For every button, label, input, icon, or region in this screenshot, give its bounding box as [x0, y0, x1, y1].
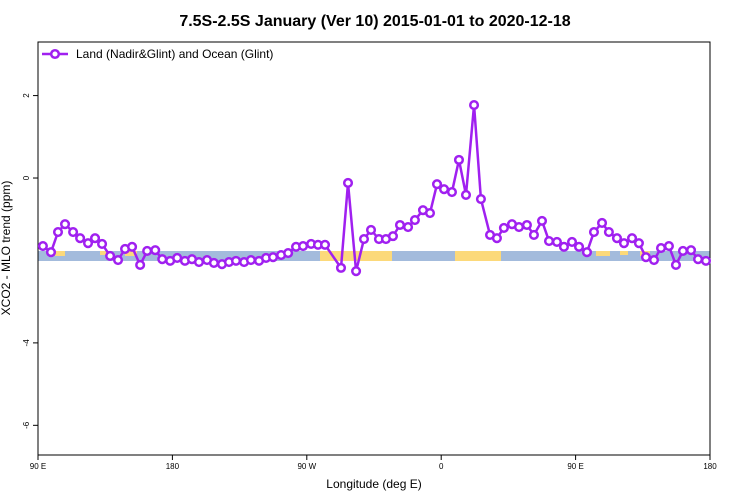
land-band: [596, 251, 610, 256]
land-band: [55, 251, 65, 256]
data-point: [431, 179, 443, 190]
data-point: [521, 219, 532, 231]
land-band: [455, 251, 501, 261]
data-point: [573, 241, 585, 252]
data-point: [75, 233, 86, 244]
data-point: [670, 259, 682, 271]
data-point: [558, 241, 570, 252]
land-band: [620, 251, 628, 255]
x-tick-label: 90 E: [30, 462, 46, 471]
legend-marker: [49, 48, 61, 60]
data-point: [611, 233, 623, 244]
data-point: [685, 245, 697, 256]
data-point: [402, 222, 414, 233]
data-point: [603, 226, 614, 238]
data-point: [112, 254, 124, 266]
series-line: [42, 104, 707, 272]
y-tick-label: -6: [22, 421, 31, 429]
data-point: [387, 231, 399, 242]
data-point: [543, 236, 555, 247]
data-point: [351, 266, 362, 277]
data-point: [438, 184, 450, 195]
data-point: [491, 233, 502, 244]
data-point: [342, 177, 354, 189]
data-point: [618, 238, 630, 249]
data-point: [460, 189, 472, 200]
data-point: [588, 226, 600, 238]
x-axis-label: Longitude (deg E): [326, 477, 421, 491]
land-band: [320, 251, 392, 261]
data-point: [135, 259, 146, 271]
data-point: [633, 238, 644, 249]
data-point: [663, 240, 674, 252]
data-point: [193, 257, 205, 268]
data-point: [157, 254, 168, 265]
data-point: [97, 238, 108, 250]
data-point: [335, 262, 347, 273]
data-point: [498, 222, 509, 233]
data-point: [298, 240, 309, 252]
x-tick-label: 180: [703, 462, 717, 471]
y-tick-label: -4: [22, 339, 31, 347]
data-point: [446, 186, 458, 198]
data-point: [394, 219, 406, 231]
data-point: [693, 254, 704, 265]
data-point: [551, 236, 562, 247]
data-point: [150, 245, 161, 256]
data-point: [365, 224, 377, 236]
plot-frame: [37, 41, 711, 456]
data-point: [358, 233, 370, 245]
data-point: [528, 229, 539, 240]
data-point: [245, 254, 256, 266]
data-point: [640, 252, 651, 263]
y-tick-label: 0: [22, 175, 31, 180]
land-band: [100, 251, 108, 255]
data-point: [469, 100, 480, 111]
data-point: [424, 208, 436, 219]
data-point: [52, 226, 64, 238]
data-point: [596, 217, 608, 228]
x-tick-label: 180: [166, 462, 180, 471]
data-point: [230, 255, 242, 266]
data-point: [283, 247, 294, 259]
data-point: [475, 193, 486, 205]
chart-title: 7.5S-2.5S January (Ver 10) 2015-01-01 to…: [179, 13, 570, 30]
data-point: [581, 247, 592, 258]
data-point: [172, 252, 183, 264]
data-point: [655, 243, 667, 254]
data-point: [453, 154, 465, 165]
data-point: [37, 240, 48, 252]
data-point: [89, 233, 101, 244]
x-tick-label: 90 W: [297, 462, 316, 471]
data-point: [82, 238, 94, 249]
data-point: [566, 236, 578, 247]
data-point: [59, 219, 71, 230]
data-point: [536, 215, 548, 226]
data-point: [142, 245, 153, 257]
data-point: [700, 255, 712, 266]
y-axis-label: XCO2 - MLO trend (ppm): [0, 181, 13, 316]
land-band: [125, 251, 137, 256]
data-point: [648, 254, 660, 266]
data-point: [626, 233, 638, 244]
y-tick-label: 2: [22, 93, 31, 98]
data-point: [45, 247, 57, 258]
data-point: [105, 250, 116, 261]
x-tick-label: 90 E: [567, 462, 583, 471]
data-point: [409, 215, 420, 226]
data-point: [319, 239, 331, 250]
data-point: [208, 257, 219, 268]
x-tick-label: 0: [439, 462, 444, 471]
data-point: [127, 241, 138, 252]
data-point: [268, 252, 279, 263]
data-point: [677, 245, 689, 257]
data-point: [513, 222, 525, 233]
legend-label: Land (Nadir&Glint) and Ocean (Glint): [76, 47, 273, 61]
data-point: [68, 226, 79, 238]
